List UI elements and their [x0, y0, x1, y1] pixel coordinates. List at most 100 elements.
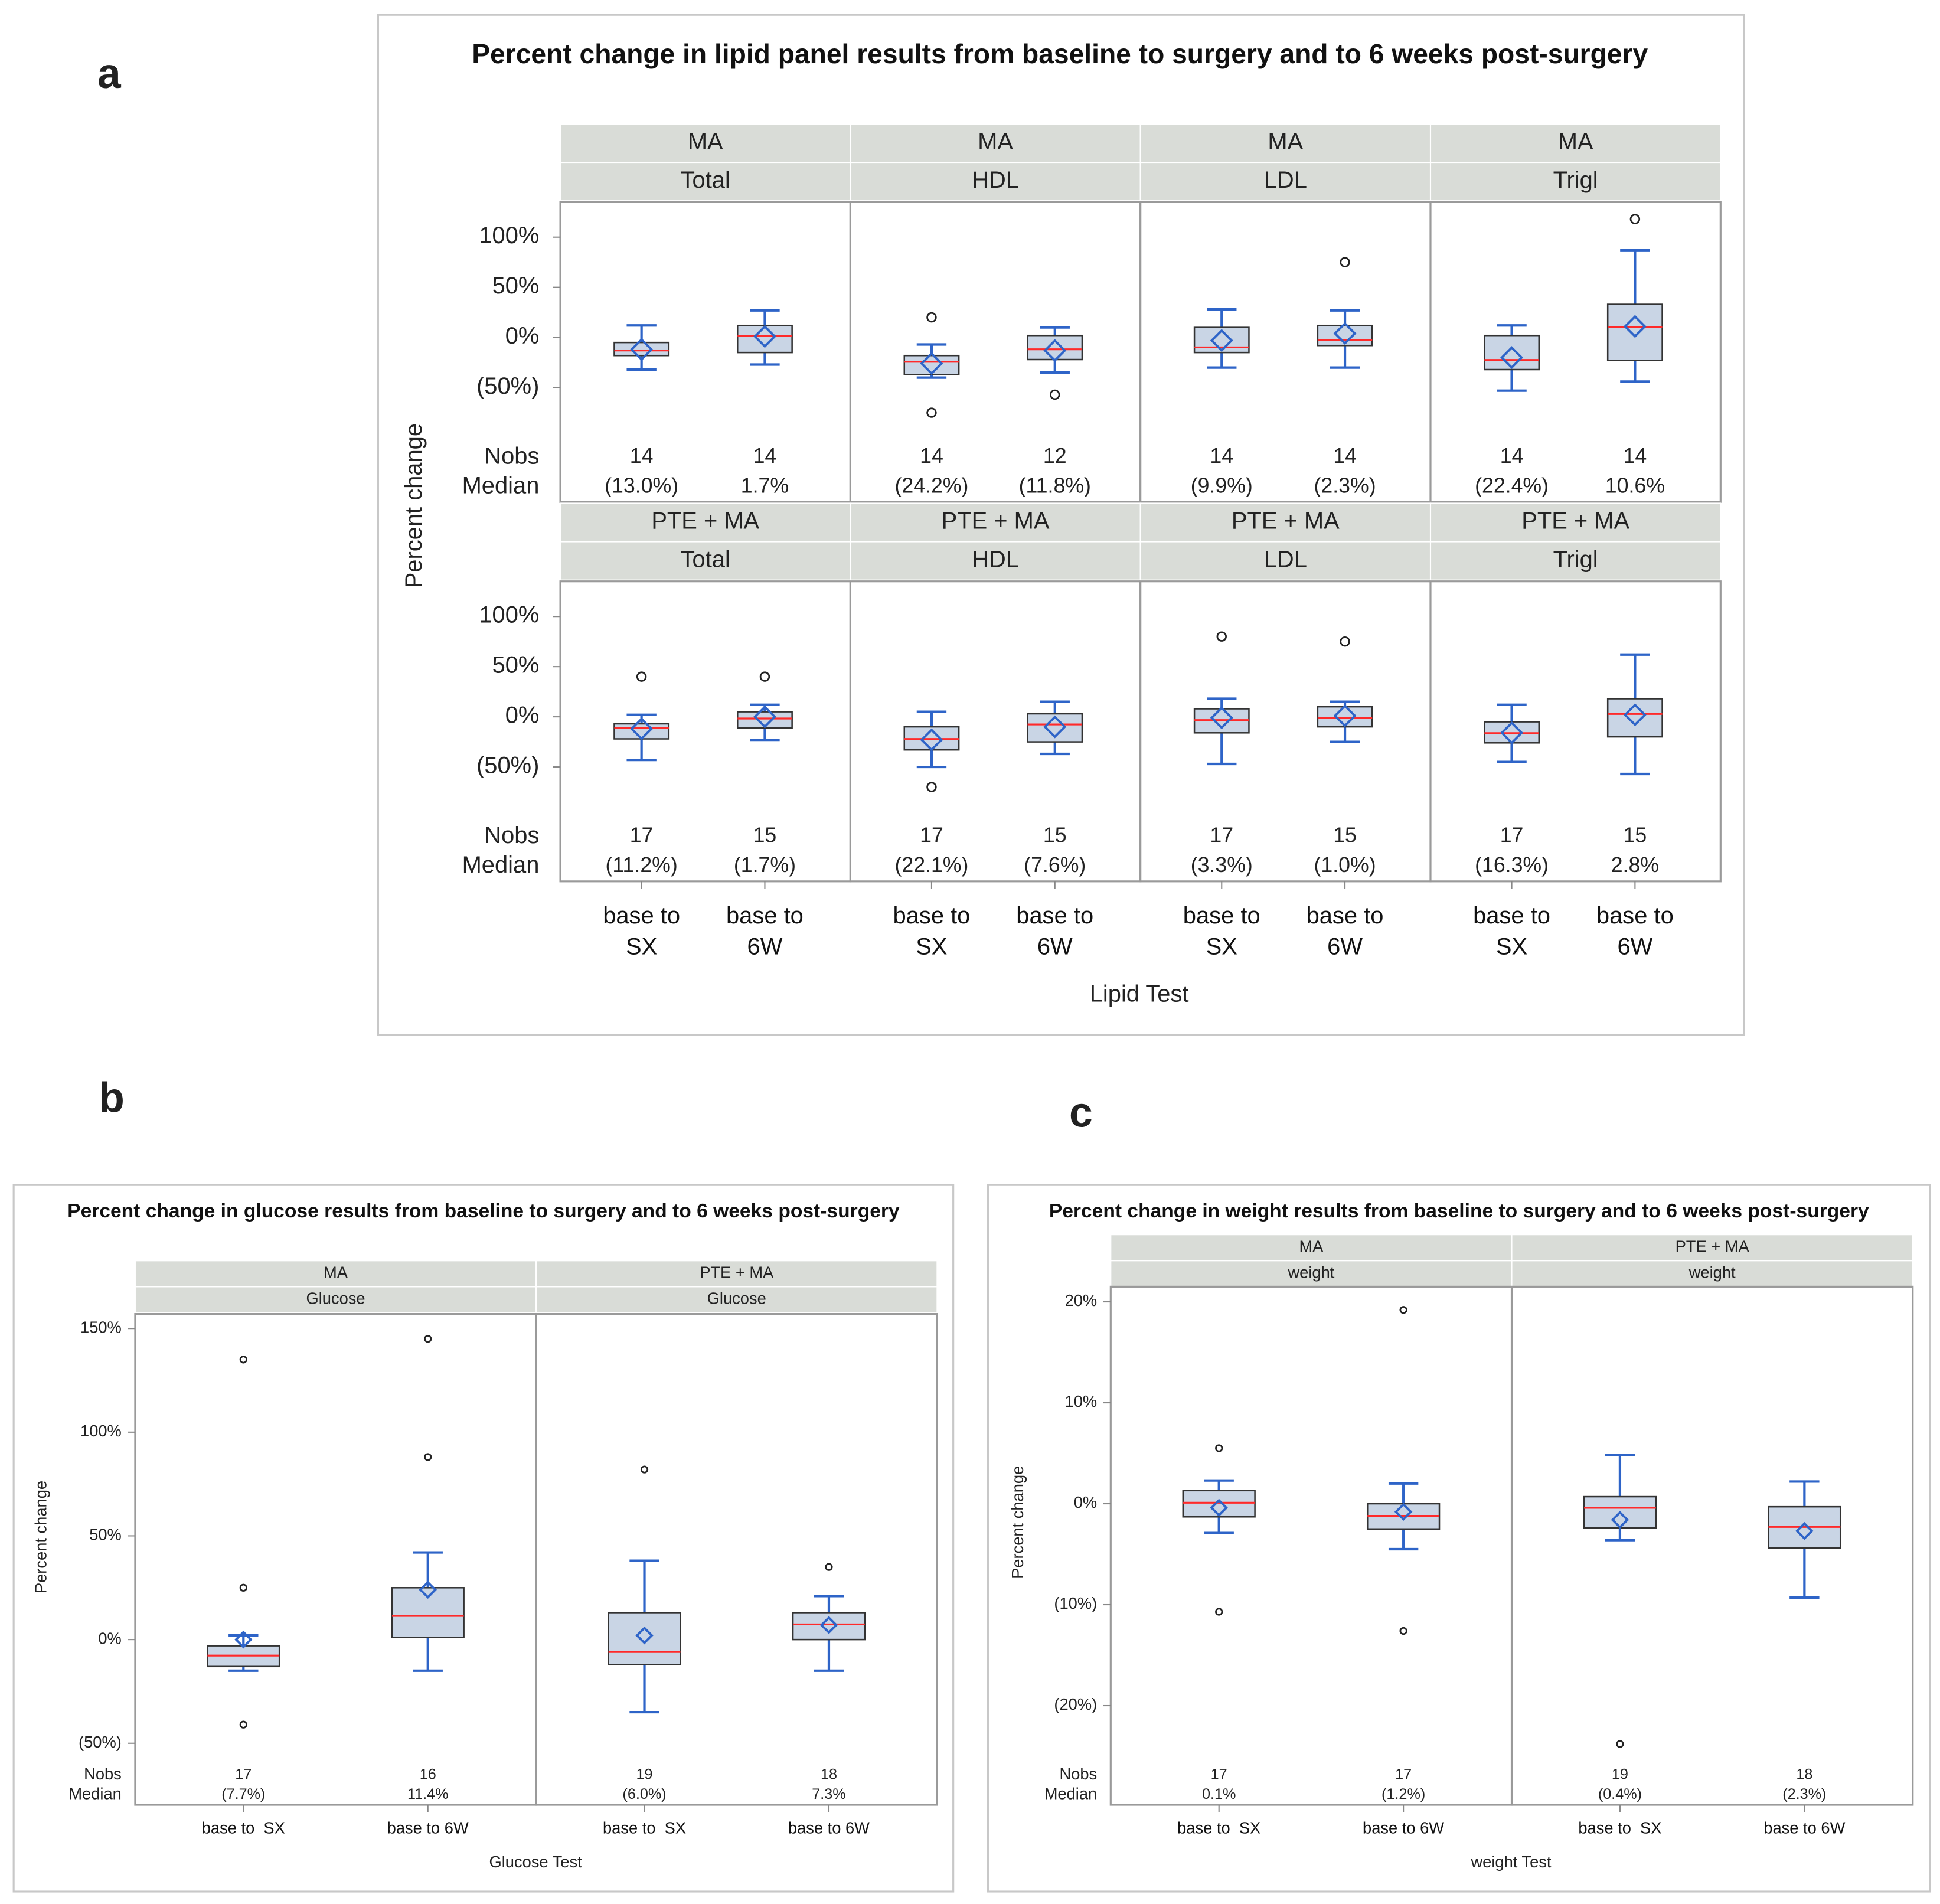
group-header-label: MA [978, 129, 1013, 155]
test-header-label: Trigl [1553, 167, 1598, 193]
outlier [1340, 636, 1350, 647]
nobs-label: 15 [1043, 824, 1067, 847]
box [1606, 303, 1663, 361]
y-tick-label: 100% [479, 223, 539, 249]
nobs-label: 15 [1333, 824, 1357, 847]
test-header [535, 1286, 938, 1314]
test-header-label: Glucose [306, 1289, 365, 1308]
group-header [1429, 502, 1722, 543]
nobs-label: 17 [1210, 824, 1233, 847]
mean-marker [819, 1616, 838, 1634]
nobs-label: 16 [420, 1766, 436, 1782]
outlier [926, 407, 937, 418]
median-label: (11.2%) [605, 853, 677, 877]
box [613, 341, 670, 357]
panel-frame [1139, 201, 1432, 503]
test-header [850, 161, 1141, 202]
test-header-label: HDL [972, 167, 1019, 193]
y-axis-label: Percent change [32, 1481, 50, 1593]
mean-marker [1394, 1503, 1413, 1521]
group-header-label: MA [1268, 129, 1303, 155]
panel-frame [559, 201, 851, 503]
y-tick-label: 100% [80, 1422, 122, 1440]
x-tick-label-box: base to SX [202, 1818, 285, 1837]
group-header-label: PTE + MA [700, 1263, 774, 1282]
y-axis-label: Percent change [1008, 1466, 1027, 1579]
panel-label: a [97, 50, 122, 97]
x-tick-label-box: base to SX [603, 904, 680, 961]
nobs-label: 14 [1500, 444, 1524, 468]
test-header-label: weight [1287, 1263, 1334, 1282]
test-header [850, 541, 1141, 581]
group-header-label: PTE + MA [651, 508, 759, 534]
median-label: (13.0%) [605, 474, 678, 498]
box [613, 723, 670, 740]
test-header [1139, 541, 1432, 581]
stat-row-label: Nobs [484, 822, 539, 848]
box [391, 1587, 465, 1638]
group-header-label: MA [324, 1263, 348, 1282]
group-header [560, 502, 851, 543]
group-header [134, 1260, 537, 1288]
outlier [239, 1356, 247, 1364]
median-label: 2.8% [1611, 853, 1659, 877]
y-tick-label: 10% [1065, 1392, 1098, 1410]
outlier [640, 1465, 649, 1474]
test-header-label: LDL [1264, 167, 1307, 193]
group-header-label: MA [1299, 1237, 1324, 1255]
group-header [1429, 123, 1722, 164]
mean-marker [1611, 1511, 1629, 1529]
mean-marker [1623, 315, 1647, 338]
stat-row-label: Nobs [484, 443, 539, 469]
nobs-label: 17 [235, 1766, 252, 1782]
median-label: (1.2%) [1381, 1786, 1425, 1802]
y-tick-label: 0% [505, 703, 540, 729]
nobs-label: 14 [920, 444, 943, 468]
x-tick-label: base to 6W [387, 1818, 469, 1837]
test-header-label: Glucose [707, 1289, 766, 1308]
chart-title-box: Percent change in lipid panel results fr… [472, 38, 1648, 69]
panel-frame [849, 201, 1142, 503]
panel-frame [1510, 1285, 1914, 1806]
outlier [424, 1453, 432, 1461]
mean-marker [753, 705, 776, 729]
stat-row-label: Nobs [84, 1765, 122, 1783]
x-tick-label: base to SX [1177, 1818, 1261, 1837]
test-header [560, 161, 851, 202]
x-tick-label-box: base to 6W [1363, 1818, 1444, 1837]
panel-frame [1429, 201, 1722, 503]
outlier [926, 312, 937, 323]
x-tick-label: base to SX [1183, 903, 1267, 961]
x-tick-label-box: base to 6W [788, 1818, 870, 1837]
panel-frame [1139, 580, 1432, 883]
y-tick-label: (10%) [1054, 1594, 1097, 1612]
x-tick-label: base to 6W [1763, 1818, 1846, 1837]
test-header-label: LDL [1264, 547, 1307, 573]
median-label: 11.4% [407, 1786, 449, 1802]
y-tick-label: 0% [1074, 1493, 1097, 1511]
nobs-label: 14 [753, 444, 777, 468]
group-header [1139, 123, 1432, 164]
panel-frame [559, 580, 851, 883]
nobs-label: 17 [1211, 1766, 1227, 1782]
mean-marker [1500, 346, 1524, 370]
box [903, 354, 960, 375]
nobs-label: 17 [1500, 824, 1524, 847]
nobs-label: 14 [1624, 444, 1647, 468]
stat-row-label: Nobs [1060, 1765, 1098, 1783]
x-tick-label-box: base to 6W [1016, 904, 1093, 961]
mean-marker [1500, 721, 1524, 744]
box [1182, 1490, 1256, 1518]
y-tick-label: 50% [492, 652, 540, 678]
x-axis-label: Glucose Test [489, 1853, 582, 1871]
y-tick-label: 20% [1065, 1291, 1098, 1309]
outlier [1399, 1306, 1407, 1314]
nobs-label: 17 [920, 824, 943, 847]
y-tick-label: 0% [98, 1629, 121, 1647]
x-tick-label: base to SX [1473, 903, 1557, 961]
nobs-label: 19 [636, 1766, 653, 1782]
x-axis-label: weight Test [1470, 1853, 1551, 1871]
outlier [759, 671, 770, 682]
nobs-label: 17 [630, 824, 654, 847]
